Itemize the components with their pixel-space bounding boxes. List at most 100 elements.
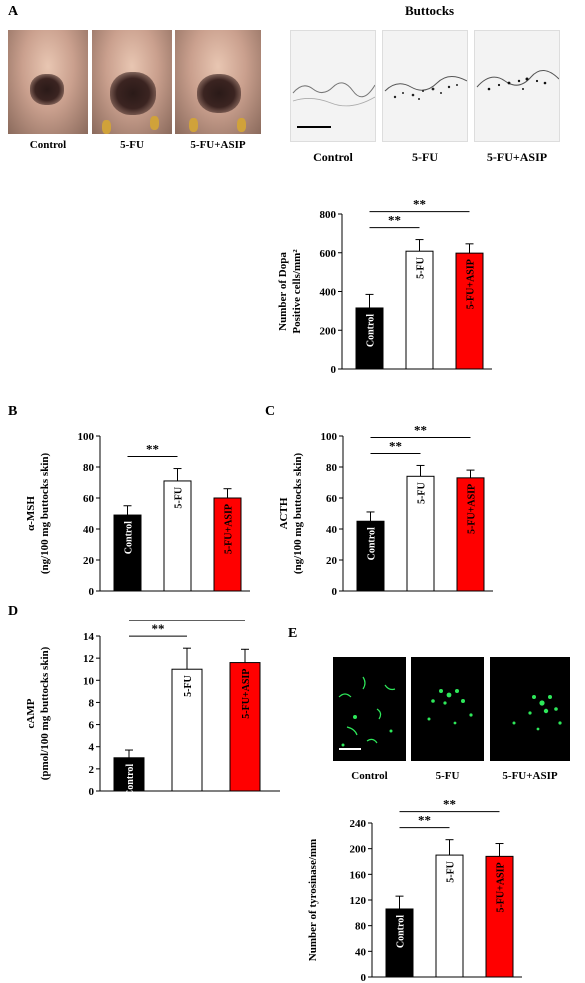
y-tick-label: 200 <box>320 325 337 337</box>
significance-label: ** <box>443 797 456 812</box>
histology-image-control <box>290 30 376 142</box>
y-tick-label: 20 <box>83 555 95 567</box>
bar-category-label: 5-FU <box>417 482 428 504</box>
fluorescence-image-5fu-asip <box>490 657 570 761</box>
significance-label: ** <box>389 438 402 453</box>
panel-letter-a: A <box>8 4 19 19</box>
y-tick-label: 2 <box>89 764 95 776</box>
y-tick-label: 10 <box>83 675 95 687</box>
bar-0 <box>385 908 414 978</box>
y-tick-label: 400 <box>320 287 337 299</box>
y-tick-label: 0 <box>89 786 95 798</box>
y-tick-label: 0 <box>361 972 367 983</box>
y-tick-label: 200 <box>350 844 367 856</box>
bar-2 <box>456 477 485 592</box>
y-axis-label: Positive cells/mm² <box>291 249 303 334</box>
y-tick-label: 20 <box>326 555 338 567</box>
bar-0 <box>355 307 384 370</box>
y-tick-label: 0 <box>89 586 95 598</box>
y-tick-label: 240 <box>350 818 367 830</box>
y-axis-label: (pmol/100 mg buttocks skin) <box>39 646 51 780</box>
significance-label: ** <box>388 213 401 228</box>
y-axis-label: (ng/100 mg buttocks skin) <box>292 452 304 574</box>
fluorescence-image-control <box>333 657 406 761</box>
histology-image-5fu <box>382 30 468 142</box>
bar-category-label: 5-FU <box>183 675 194 697</box>
histology-caption-control: Control <box>313 150 353 164</box>
histology-heading: Buttocks <box>405 3 455 18</box>
y-tick-label: 0 <box>332 586 338 598</box>
y-axis-label: Number of Dopa <box>277 252 289 331</box>
mouse-caption-5fu-asip: 5-FU+ASIP <box>190 139 246 151</box>
y-tick-label: 80 <box>355 921 367 933</box>
panel-letter-b: B <box>8 404 18 419</box>
bar-0 <box>113 757 145 792</box>
bar-category-label: 5-FU <box>416 257 427 279</box>
y-tick-label: 6 <box>89 720 95 732</box>
mouse-photo-5fu <box>92 30 172 134</box>
histology-image-5fu-asip <box>474 30 560 142</box>
significance-label: ** <box>152 621 165 636</box>
bar-2 <box>229 662 261 792</box>
fluorescence-image-5fu <box>411 657 484 761</box>
y-tick-label: 100 <box>321 431 338 443</box>
significance-label: ** <box>413 197 426 212</box>
bar-2 <box>213 497 242 592</box>
y-tick-label: 120 <box>350 895 367 907</box>
panel-letter-c: C <box>265 404 276 419</box>
bar-0 <box>356 520 385 592</box>
y-tick-label: 60 <box>83 493 95 505</box>
y-axis-label: α-MSH <box>25 496 37 531</box>
fluorescence-caption-5fu: 5-FU <box>435 770 460 782</box>
chart-dopa-positive-cells: 0 200 400 600 800 Number of Dopa Positive cell… <box>277 197 492 376</box>
bar-category-label: 5-FU+ASIP <box>496 862 507 912</box>
mouse-caption-5fu: 5-FU <box>120 139 144 151</box>
y-tick-label: 800 <box>320 209 337 221</box>
bar-category-label: 5-FU+ASIP <box>224 504 235 554</box>
chart-tyrosinase: 0 40 80 120 160 200 240 Number of tyrosinase/mm… <box>307 797 522 983</box>
bar-category-label: Control <box>366 314 377 347</box>
y-axis-label: Number of tyrosinase/mm <box>307 839 319 961</box>
y-tick-label: 40 <box>326 524 338 536</box>
bar-category-label: 5-FU <box>446 861 457 883</box>
significance-label: ** <box>414 422 427 437</box>
bar-category-label: 5-FU+ASIP <box>467 484 478 534</box>
significance-label: ** <box>146 442 159 457</box>
mouse-photo-control <box>8 30 88 134</box>
y-tick-label: 60 <box>326 493 338 505</box>
fluorescence-caption-control: Control <box>351 770 388 782</box>
y-tick-label: 80 <box>83 462 95 474</box>
bar-category-label: Control <box>125 764 136 797</box>
bar-category-label: 5-FU+ASIP <box>466 259 477 309</box>
y-tick-label: 600 <box>320 248 337 260</box>
bar-1 <box>435 854 464 978</box>
chart-acth: 0 20 40 60 80 100 ACTH (ng/100 mg buttocks skin… <box>278 422 493 598</box>
y-tick-label: 0 <box>331 364 337 376</box>
y-tick-label: 14 <box>83 631 95 643</box>
y-axis-label: ACTH <box>278 497 290 529</box>
bar-1 <box>163 480 192 592</box>
y-tick-label: 4 <box>89 742 95 754</box>
y-tick-label: 40 <box>83 524 95 536</box>
mouse-photo-5fu-asip <box>175 30 261 134</box>
bar-category-label: 5-FU <box>174 487 185 509</box>
fluorescence-caption-5fu-asip: 5-FU+ASIP <box>502 770 558 782</box>
y-tick-label: 160 <box>350 869 367 881</box>
bar-1 <box>171 668 203 792</box>
bar-category-label: Control <box>367 527 378 560</box>
bar-category-label: 5-FU+ASIP <box>241 669 252 719</box>
histology-caption-5fu: 5-FU <box>412 150 438 164</box>
y-tick-label: 8 <box>89 697 95 709</box>
y-tick-label: 12 <box>83 653 95 665</box>
histology-caption-5fu-asip: 5-FU+ASIP <box>486 150 548 164</box>
bar-category-label: Control <box>124 521 135 554</box>
bar-category-label: Control <box>396 915 407 948</box>
panel-letter-e: E <box>288 626 298 641</box>
y-axis-label: cAMP <box>25 698 37 728</box>
chart-alpha-msh: 0 20 40 60 80 100 α-MSH (ng/100 mg buttocks ski… <box>25 431 250 598</box>
y-tick-label: 40 <box>355 946 367 958</box>
significance-label: ** <box>418 813 431 828</box>
mouse-caption-control: Control <box>29 139 67 151</box>
y-tick-label: 80 <box>326 462 338 474</box>
chart-camp: 0 2 4 6 8 10 12 14 cAMP (pmol/100 mg buttocks ski… <box>25 620 280 798</box>
